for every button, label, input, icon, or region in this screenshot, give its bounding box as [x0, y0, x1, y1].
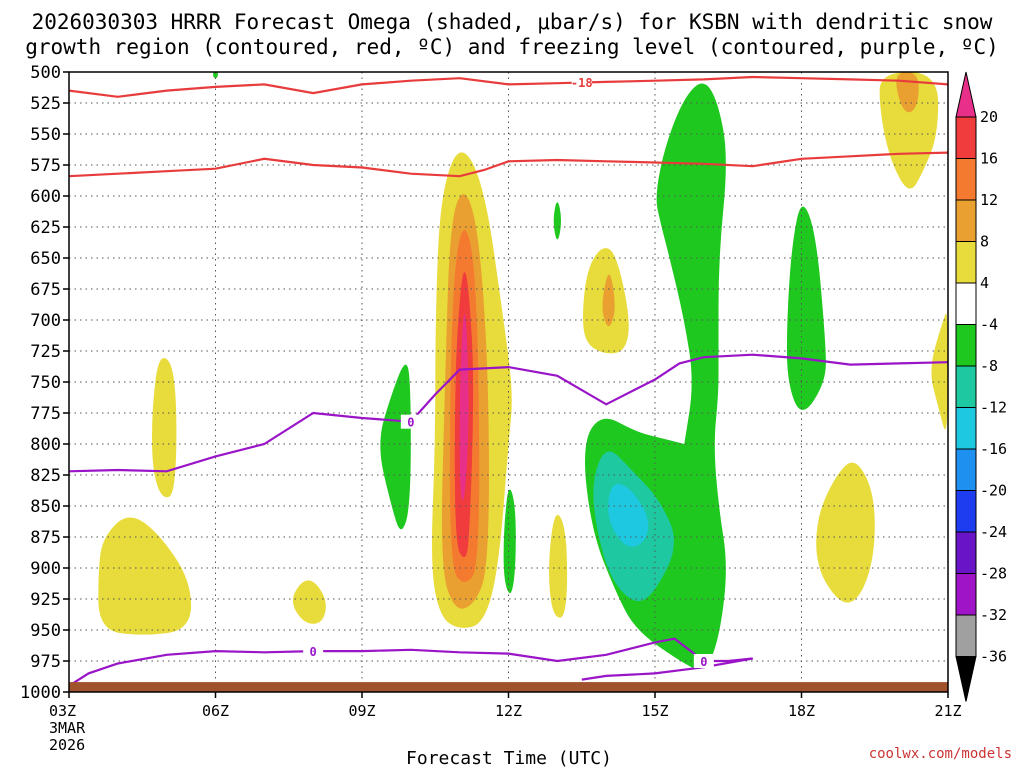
- colorbar-bin-6: [955, 324, 977, 367]
- colorbar-bottom-triangle: [955, 656, 977, 702]
- ytick-label-725: 725: [30, 342, 61, 362]
- ytick-label-825: 825: [30, 466, 61, 486]
- gridlines: [69, 72, 948, 692]
- colorbar-label-5: -4: [980, 316, 998, 334]
- colorbar-label-7: -12: [980, 399, 1007, 417]
- downward-motion-top-dot: [213, 72, 218, 79]
- xtick-label-09Z: 09Z: [348, 702, 375, 720]
- colorbar: 20 16 12 8 4 -4 -8 -12 -16 -20 -24 -28 -32 -36: [955, 71, 1007, 702]
- downward-motion-thin-strip-1: [503, 489, 516, 594]
- upward-motion-left-strip: [152, 357, 177, 498]
- dgz-contour-label-bg: [571, 74, 592, 89]
- dgz-lower-contour: [69, 151, 948, 178]
- chart-title-line2: growth region (contoured, red, ºC) and f…: [25, 35, 999, 59]
- xtick-extra-0: 3MAR: [49, 719, 86, 737]
- upward-motion-low-blob: [549, 514, 568, 618]
- upward-motion-top-right: [879, 72, 939, 189]
- colorbar-bin-2: [955, 158, 977, 201]
- colorbar-label-4: 4: [980, 274, 989, 292]
- terrain: [69, 682, 948, 692]
- upward-motion-main-column-20: [459, 313, 469, 501]
- ytick-label-900: 900: [30, 559, 61, 579]
- freezing-level-lower-contour: [69, 637, 753, 687]
- downward-motion-thin-strip-2: [553, 202, 561, 240]
- colorbar-bin-13: [955, 614, 977, 657]
- colorbar-label-6: -8: [980, 357, 998, 375]
- x-axis-label: Forecast Time (UTC): [406, 748, 612, 768]
- ytick-label-800: 800: [30, 435, 61, 455]
- ytick-label-950: 950: [30, 621, 61, 641]
- ytick-label-925: 925: [30, 590, 61, 610]
- colorbar-bin-7: [955, 365, 977, 408]
- ytick-label-500: 500: [30, 63, 61, 83]
- freezing-level-label-lower-2: 0: [700, 655, 707, 669]
- omega-shading: [98, 72, 948, 669]
- xtick-label-03Z: 03Z: [49, 702, 76, 720]
- xtick-label-21Z: 21Z: [934, 702, 961, 720]
- ytick-label-775: 775: [30, 404, 61, 424]
- colorbar-bin-8: [955, 407, 977, 450]
- upward-motion-mid-blob-8: [602, 274, 615, 327]
- dgz-upper-contour: [69, 75, 948, 98]
- ytick-label-575: 575: [30, 156, 61, 176]
- colorbar-label-0: 20: [980, 108, 998, 126]
- ytick-label-525: 525: [30, 94, 61, 114]
- colorbar-label-3: 8: [980, 233, 989, 251]
- freezing-level-label-lower-2-bg: [693, 654, 714, 668]
- xtick-label-06Z: 06Z: [202, 702, 229, 720]
- freezing-level-label-upper-bg: [400, 414, 421, 429]
- downward-motion-cyan-core: [608, 483, 649, 547]
- ytick-label-850: 850: [30, 497, 61, 517]
- ytick-label-700: 700: [30, 311, 61, 331]
- colorbar-label-13: -36: [980, 648, 1007, 666]
- ytick-label-1000: 1000: [20, 683, 61, 703]
- ytick-label-600: 600: [30, 187, 61, 207]
- credit-text: coolwx.com/models: [869, 746, 1012, 762]
- colorbar-label-1: 16: [980, 150, 998, 168]
- colorbar-bin-1: [955, 116, 977, 159]
- colorbar-bin-10: [955, 490, 977, 533]
- terrain-fill: [69, 682, 948, 692]
- dgz-contour-label: -18: [571, 76, 593, 90]
- ytick-label-625: 625: [30, 218, 61, 238]
- colorbar-label-8: -16: [980, 440, 1007, 458]
- xtick-extra-1: 2026: [49, 736, 85, 754]
- contours: -18 0 0 0: [69, 74, 948, 687]
- ytick-label-875: 875: [30, 528, 61, 548]
- freezing-level-label-upper: 0: [407, 416, 414, 430]
- upward-motion-small-blob: [292, 580, 326, 624]
- colorbar-label-2: 12: [980, 191, 998, 209]
- colorbar-label-10: -24: [980, 523, 1007, 541]
- ytick-label-675: 675: [30, 280, 61, 300]
- freezing-level-label-lower-bg: [303, 644, 324, 659]
- ytick-label-750: 750: [30, 373, 61, 393]
- upward-motion-right-edge: [931, 313, 948, 430]
- freezing-level-lower-return-contour: [581, 657, 753, 681]
- ytick-label-975: 975: [30, 652, 61, 672]
- colorbar-label-9: -20: [980, 482, 1007, 500]
- chart-title-line1: 2026030303 HRRR Forecast Omega (shaded, …: [32, 10, 993, 34]
- colorbar-bin-3: [955, 199, 977, 242]
- colorbar-bin-4: [955, 241, 977, 284]
- xtick-label-15Z: 15Z: [641, 702, 668, 720]
- upward-motion-lower-left: [98, 517, 192, 635]
- colorbar-label-11: -28: [980, 565, 1007, 583]
- ytick-label-550: 550: [30, 125, 61, 145]
- colorbar-bin-5: [955, 282, 977, 325]
- y-axis-ticks: 500 525 550 575 600 625 650 675 700 725 750 775 800 8…: [20, 63, 69, 703]
- freezing-level-label-lower: 0: [310, 645, 317, 659]
- ytick-label-650: 650: [30, 249, 61, 269]
- downward-motion-left-green: [380, 364, 411, 530]
- xtick-label-18Z: 18Z: [788, 702, 815, 720]
- colorbar-bin-12: [955, 573, 977, 616]
- colorbar-bin-9: [955, 448, 977, 491]
- colorbar-label-12: -32: [980, 606, 1007, 624]
- upward-motion-right-blob: [816, 462, 875, 603]
- xtick-label-12Z: 12Z: [495, 702, 522, 720]
- freezing-level-upper-contour: [69, 353, 948, 473]
- colorbar-bin-11: [955, 531, 977, 574]
